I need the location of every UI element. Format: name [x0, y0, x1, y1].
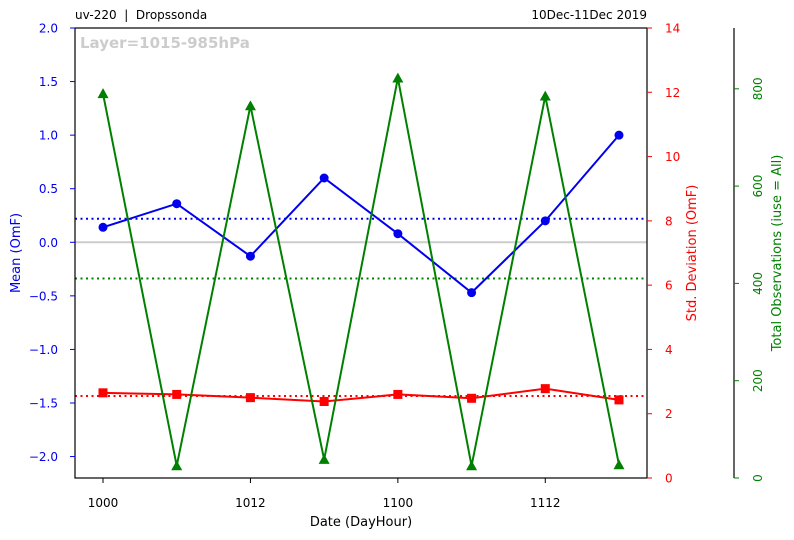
y-tick-label: 400: [751, 272, 765, 295]
count-point-1100: [392, 72, 404, 83]
y-tick-label: −0.5: [29, 289, 58, 303]
mean-point-1106: [467, 288, 477, 298]
count-point-1006: [171, 460, 183, 471]
std-point-1112: [540, 384, 550, 394]
count-point-1106: [466, 460, 478, 471]
std-point-1018: [319, 397, 329, 406]
y-tick-label: 600: [751, 175, 765, 198]
x-axis: 1000 1012 1100 1112: [88, 478, 561, 510]
y-tick-label: 800: [751, 77, 765, 100]
y-tick-label: 0.5: [39, 182, 58, 196]
y-tick-label: −2.0: [29, 450, 58, 464]
y-tick-label: 14: [665, 22, 680, 36]
y-tick-label: 0: [665, 472, 673, 486]
chart-title-left: uv-220 | Dropssonda: [75, 8, 207, 22]
std-point-1100: [393, 389, 403, 399]
chart-title-right: 10Dec-11Dec 2019: [531, 8, 647, 22]
x-tick-label: 1112: [530, 496, 561, 510]
y-axis-right-count-label: Total Observations (iuse = All): [770, 155, 785, 353]
mean-point-1112: [540, 216, 550, 226]
std-point-1118: [614, 395, 624, 405]
count-point-1012: [244, 100, 256, 111]
mean-line: [102, 134, 620, 294]
y-axis-left-label: Mean (OmF): [9, 213, 24, 293]
std-point-1006: [172, 389, 182, 399]
y-tick-label: 0.0: [39, 236, 58, 250]
count-line: [102, 77, 620, 467]
mean-point-1012: [245, 251, 255, 261]
data-series: [97, 72, 625, 471]
y-tick-label: 8: [665, 214, 673, 228]
layer-annotation: Layer=1015-985hPa: [80, 34, 250, 52]
y-axis-right-std: 14 12 10 8 6 4 2 0: [647, 22, 680, 486]
y-tick-label: 2: [665, 407, 673, 421]
y-tick-label: 12: [665, 86, 680, 100]
std-point-1106: [467, 393, 477, 403]
y-tick-label: 1.5: [39, 75, 58, 89]
x-tick-label: 1000: [88, 496, 119, 510]
y-tick-label: 6: [665, 279, 673, 293]
y-tick-label: 0: [751, 474, 765, 482]
mean-point-1006: [172, 199, 182, 209]
y-tick-label: 10: [665, 150, 680, 164]
y-tick-label: 2.0: [39, 22, 58, 36]
mean-point-1118: [614, 130, 624, 140]
mean-point-1100: [393, 229, 403, 239]
std-point-1000: [98, 388, 108, 398]
x-tick-label: 1012: [235, 496, 266, 510]
std-line: [102, 387, 620, 403]
x-axis-label: Date (DayHour): [310, 515, 412, 530]
std-point-1012: [245, 393, 255, 403]
y-axis-left: 2.0 1.5 1.0 0.5 0.0 −0.5 −1.0 −1.5 −2.0: [29, 22, 75, 464]
count-point-1018: [318, 454, 330, 464]
y-tick-label: −1.5: [29, 397, 58, 411]
y-tick-label: 4: [665, 343, 673, 357]
reference-lines: [75, 217, 647, 398]
mean-point-1018: [319, 173, 329, 183]
y-tick-label: 200: [751, 369, 765, 392]
count-point-1118: [613, 459, 625, 470]
mean-point-1000: [98, 222, 108, 232]
x-tick-label: 1100: [383, 496, 414, 510]
y-axis-right-count: 800 600 400 200 0: [733, 28, 765, 482]
y-tick-label: 1.0: [39, 129, 58, 143]
plot-frame: [74, 27, 648, 479]
count-point-1112: [539, 90, 551, 101]
y-axis-right-std-label: Std. Deviation (OmF): [685, 185, 700, 322]
count-point-1000: [97, 88, 109, 99]
y-tick-label: −1.0: [29, 343, 58, 357]
